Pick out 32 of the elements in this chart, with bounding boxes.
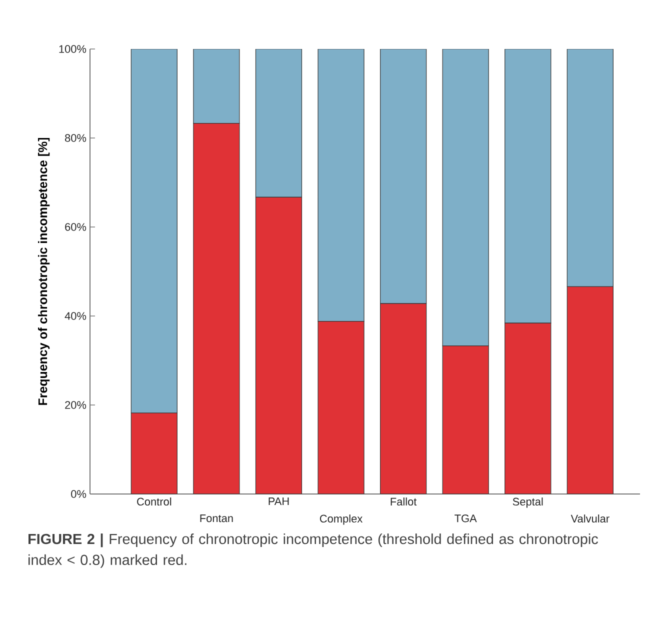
- y-tick-label: 0%: [71, 490, 86, 498]
- bar: [318, 48, 364, 322]
- bar: [255, 48, 302, 198]
- bar: [318, 321, 364, 494]
- x-tick-label: Septal: [512, 498, 543, 508]
- bar: [504, 322, 552, 494]
- y-tick-label: 40%: [64, 312, 86, 320]
- x-tick-label: Complex: [320, 514, 363, 525]
- x-tick-label: Fontan: [200, 514, 233, 522]
- x-tick-label: PAH: [268, 498, 289, 506]
- bar: [130, 412, 178, 494]
- bar: [442, 48, 489, 346]
- bar: [566, 286, 614, 494]
- bar: [255, 196, 302, 494]
- bar: [380, 303, 427, 494]
- y-tick-label: 20%: [65, 401, 86, 409]
- bar: [193, 48, 240, 124]
- bar: [442, 346, 489, 494]
- y-tick-label: 80%: [65, 134, 86, 142]
- x-tick-label: Fallot: [390, 498, 417, 506]
- x-tick-label: Valvular: [570, 514, 610, 523]
- bar: [566, 48, 614, 287]
- bar: [130, 48, 178, 414]
- bar: [193, 123, 240, 494]
- y-tick-label: 100%: [59, 45, 86, 53]
- x-tick-label: Control: [137, 498, 172, 506]
- x-tick-label: TGA: [454, 514, 477, 522]
- bar: [504, 48, 552, 324]
- y-tick-label: 60%: [65, 223, 86, 231]
- y-axis-title: Frequency of chronotropic incompetence [%]: [38, 138, 50, 405]
- bar: [380, 48, 427, 304]
- text: FIGURE 2 | Frequency of chronotropic incompetence (threshold defined as chronotropic index < 0.8) marked red.: [28, 534, 598, 568]
